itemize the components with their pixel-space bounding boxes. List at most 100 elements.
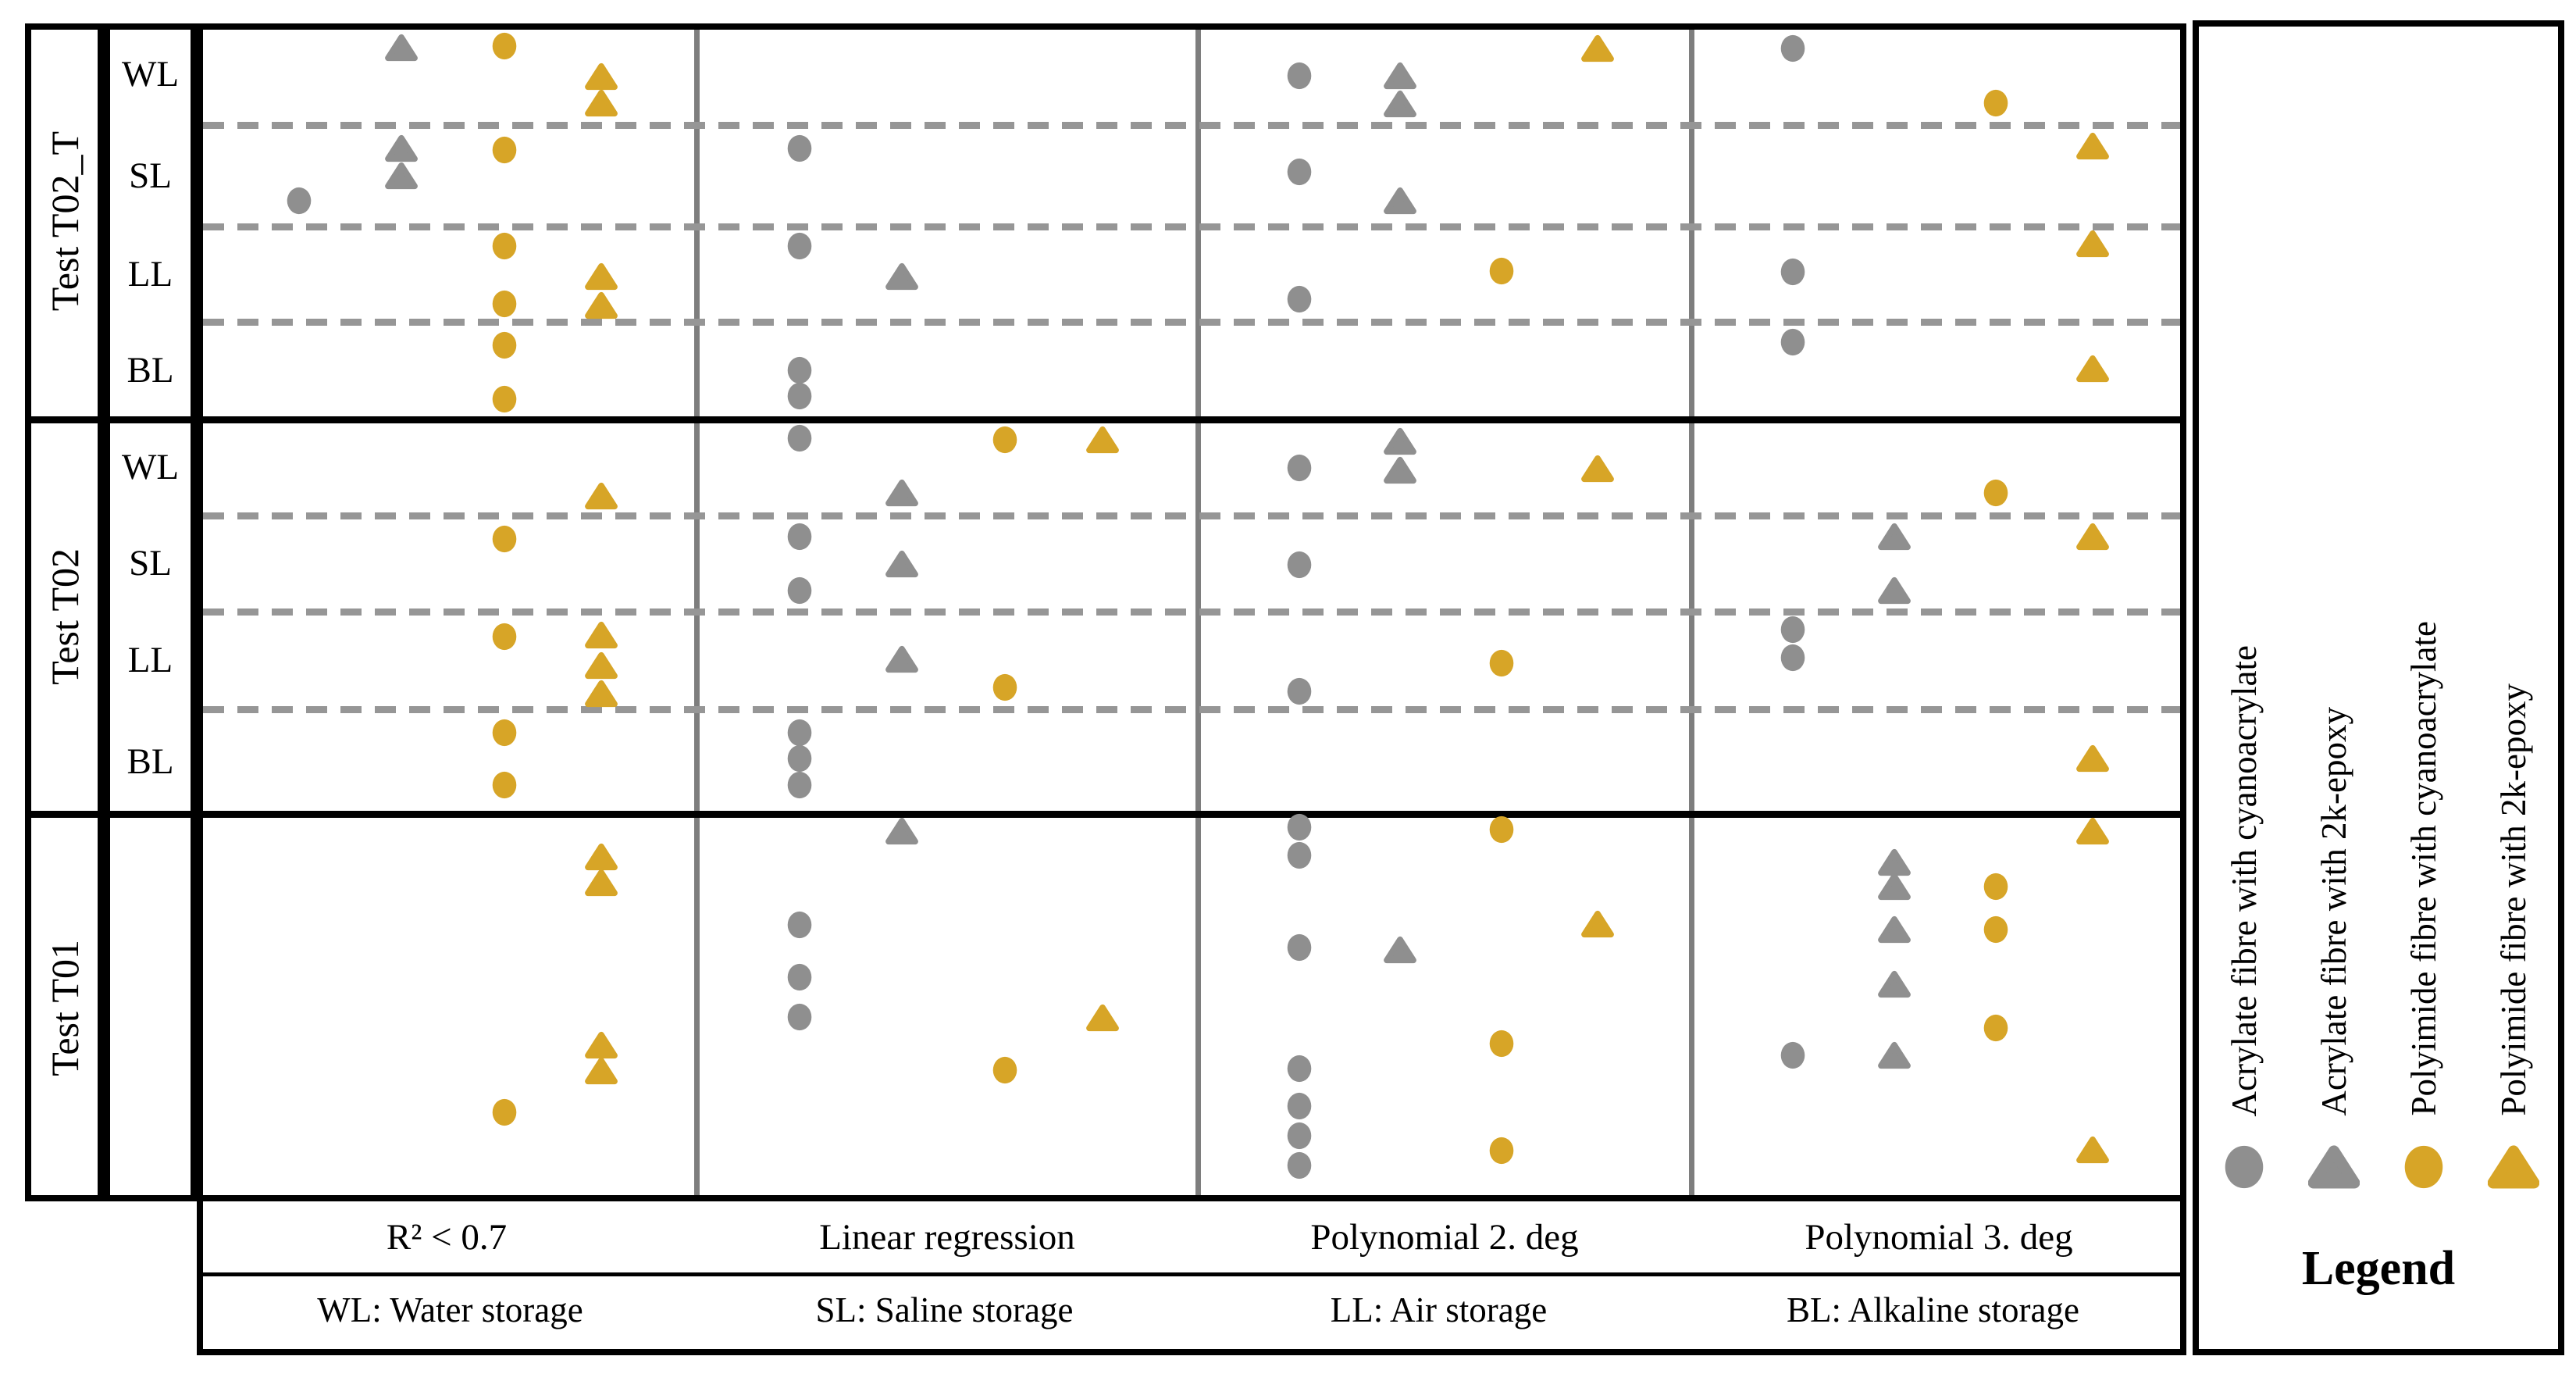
marker-circle-gold bbox=[490, 289, 518, 323]
marker-triangle-gray bbox=[1384, 89, 1417, 123]
marker-circle-gray bbox=[1779, 257, 1807, 291]
marker-triangle-gray bbox=[385, 33, 419, 66]
marker-circle-gold bbox=[490, 231, 518, 265]
marker-circle-gray bbox=[1285, 933, 1313, 966]
marker-triangle-gray bbox=[1384, 455, 1417, 489]
marker-circle-gray bbox=[1779, 34, 1807, 67]
panel-label-row: R² < 0.7 Linear regression Polynomial 2. d… bbox=[203, 1201, 2180, 1276]
legend-marker-circle-gold bbox=[2401, 1144, 2446, 1194]
marker-circle-gold bbox=[991, 425, 1019, 459]
marker-circle-gold bbox=[1488, 1029, 1516, 1062]
marker-circle-gold bbox=[1488, 815, 1516, 848]
row-label-ll-s2: LL bbox=[127, 640, 173, 680]
marker-circle-gray bbox=[1285, 157, 1313, 191]
marker-circle-gold bbox=[1982, 1013, 2010, 1047]
row-label-bl-s1: BL bbox=[126, 350, 174, 391]
test-section-label-2: Test T02 bbox=[31, 419, 98, 814]
legend-marker-triangle-gray bbox=[2307, 1144, 2360, 1194]
marker-triangle-gray bbox=[885, 549, 919, 583]
test-section-label-text: Test T01 bbox=[42, 939, 87, 1076]
section-divider-line bbox=[110, 811, 191, 818]
marker-circle-gray bbox=[1779, 327, 1807, 361]
test-section-label-text: Test T02 bbox=[42, 548, 87, 685]
marker-triangle-gray bbox=[1878, 522, 1911, 555]
scatter-plot-area bbox=[197, 23, 2186, 1201]
marker-triangle-gold bbox=[2075, 816, 2109, 850]
marker-circle-gold bbox=[490, 770, 518, 804]
marker-circle-gray bbox=[1779, 615, 1807, 648]
marker-circle-gold bbox=[1982, 478, 2010, 512]
test-label-column: Test T02_T Test T02 Test T01 bbox=[25, 23, 104, 1201]
marker-circle-gray bbox=[1285, 1091, 1313, 1125]
marker-circle-gold bbox=[991, 1055, 1019, 1089]
marker-circle-gold bbox=[991, 673, 1019, 706]
marker-circle-gray bbox=[1779, 1040, 1807, 1074]
marker-circle-gold bbox=[1982, 872, 2010, 905]
marker-triangle-gold bbox=[2075, 522, 2109, 555]
panel-label-2: Linear regression bbox=[819, 1216, 1075, 1258]
marker-circle-gray bbox=[1779, 643, 1807, 676]
marker-triangle-gray bbox=[385, 161, 419, 195]
marker-circle-gray bbox=[1285, 1054, 1313, 1087]
marker-circle-gray bbox=[1285, 550, 1313, 584]
legend-item-label-3: Polyimide fibre with cyanoacrylate bbox=[2378, 27, 2468, 1116]
storage-row-dashed-line bbox=[203, 512, 2180, 519]
axis-label-table: R² < 0.7 Linear regression Polynomial 2. d… bbox=[197, 1201, 2186, 1355]
marker-circle-gray bbox=[786, 576, 814, 609]
marker-circle-gray bbox=[1285, 812, 1313, 846]
marker-circle-gray bbox=[786, 355, 814, 389]
marker-circle-gold bbox=[490, 524, 518, 558]
storage-row-dashed-line bbox=[203, 706, 2180, 713]
section-divider-line bbox=[203, 416, 2180, 423]
test-section-label-3: Test T01 bbox=[31, 814, 98, 1201]
marker-triangle-gray bbox=[885, 644, 919, 678]
marker-triangle-gold bbox=[585, 88, 618, 122]
row-label-ll-s1: LL bbox=[127, 254, 173, 294]
storage-meaning-sl: SL: Saline storage bbox=[815, 1290, 1074, 1329]
marker-circle-gold bbox=[1488, 1136, 1516, 1169]
marker-circle-gray bbox=[786, 1002, 814, 1036]
marker-triangle-gold bbox=[2075, 744, 2109, 777]
marker-circle-gold bbox=[490, 1097, 518, 1131]
marker-triangle-gold bbox=[585, 620, 618, 654]
section-divider-line bbox=[203, 811, 2180, 818]
storage-meaning-wl: WL: Water storage bbox=[317, 1290, 583, 1329]
legend-item-label-2: Acrylate fibre with 2k-epoxy bbox=[2289, 27, 2378, 1116]
marker-circle-gold bbox=[490, 718, 518, 751]
marker-circle-gray bbox=[786, 910, 814, 944]
marker-triangle-gold bbox=[585, 842, 618, 876]
marker-triangle-gold bbox=[1086, 1003, 1119, 1037]
legend-item-label-text: Acrylate fibre with cyanoacrylate bbox=[2224, 644, 2264, 1116]
marker-triangle-gold bbox=[585, 62, 618, 95]
marker-triangle-gray bbox=[1878, 848, 1911, 881]
marker-triangle-gold bbox=[2075, 229, 2109, 262]
storage-row-dashed-line bbox=[203, 122, 2180, 129]
legend-item-label-1: Acrylate fibre with cyanoacrylate bbox=[2199, 27, 2289, 1116]
storage-meaning-ll: LL: Air storage bbox=[1330, 1290, 1548, 1329]
row-label-sl-s2: SL bbox=[129, 543, 172, 584]
marker-triangle-gold bbox=[585, 868, 618, 901]
marker-circle-gold bbox=[490, 384, 518, 418]
storage-row-dashed-line bbox=[203, 223, 2180, 230]
marker-triangle-gray bbox=[885, 478, 919, 512]
marker-triangle-gray bbox=[1878, 576, 1911, 609]
marker-circle-gold bbox=[1488, 256, 1516, 290]
marker-circle-gray bbox=[1285, 453, 1313, 487]
marker-circle-gold bbox=[490, 135, 518, 169]
legend-item-label-text: Acrylate fibre with 2k-epoxy bbox=[2314, 707, 2353, 1116]
legend-marker-circle-gray bbox=[2221, 1144, 2267, 1194]
row-label-bl-s2: BL bbox=[126, 741, 174, 782]
marker-triangle-gray bbox=[385, 134, 419, 167]
marker-triangle-gray bbox=[1878, 1040, 1911, 1074]
marker-circle-gold bbox=[1982, 915, 2010, 948]
marker-circle-gray bbox=[786, 381, 814, 415]
storage-row-label-column: WL SL LL BL WL SL LL BL bbox=[104, 23, 197, 1201]
marker-triangle-gold bbox=[1581, 909, 1614, 943]
marker-triangle-gold bbox=[1581, 454, 1614, 487]
marker-triangle-gray bbox=[1384, 61, 1417, 95]
marker-circle-gray bbox=[1285, 1121, 1313, 1155]
marker-triangle-gray bbox=[1384, 426, 1417, 460]
marker-circle-gray bbox=[786, 423, 814, 457]
marker-triangle-gold bbox=[585, 679, 618, 712]
